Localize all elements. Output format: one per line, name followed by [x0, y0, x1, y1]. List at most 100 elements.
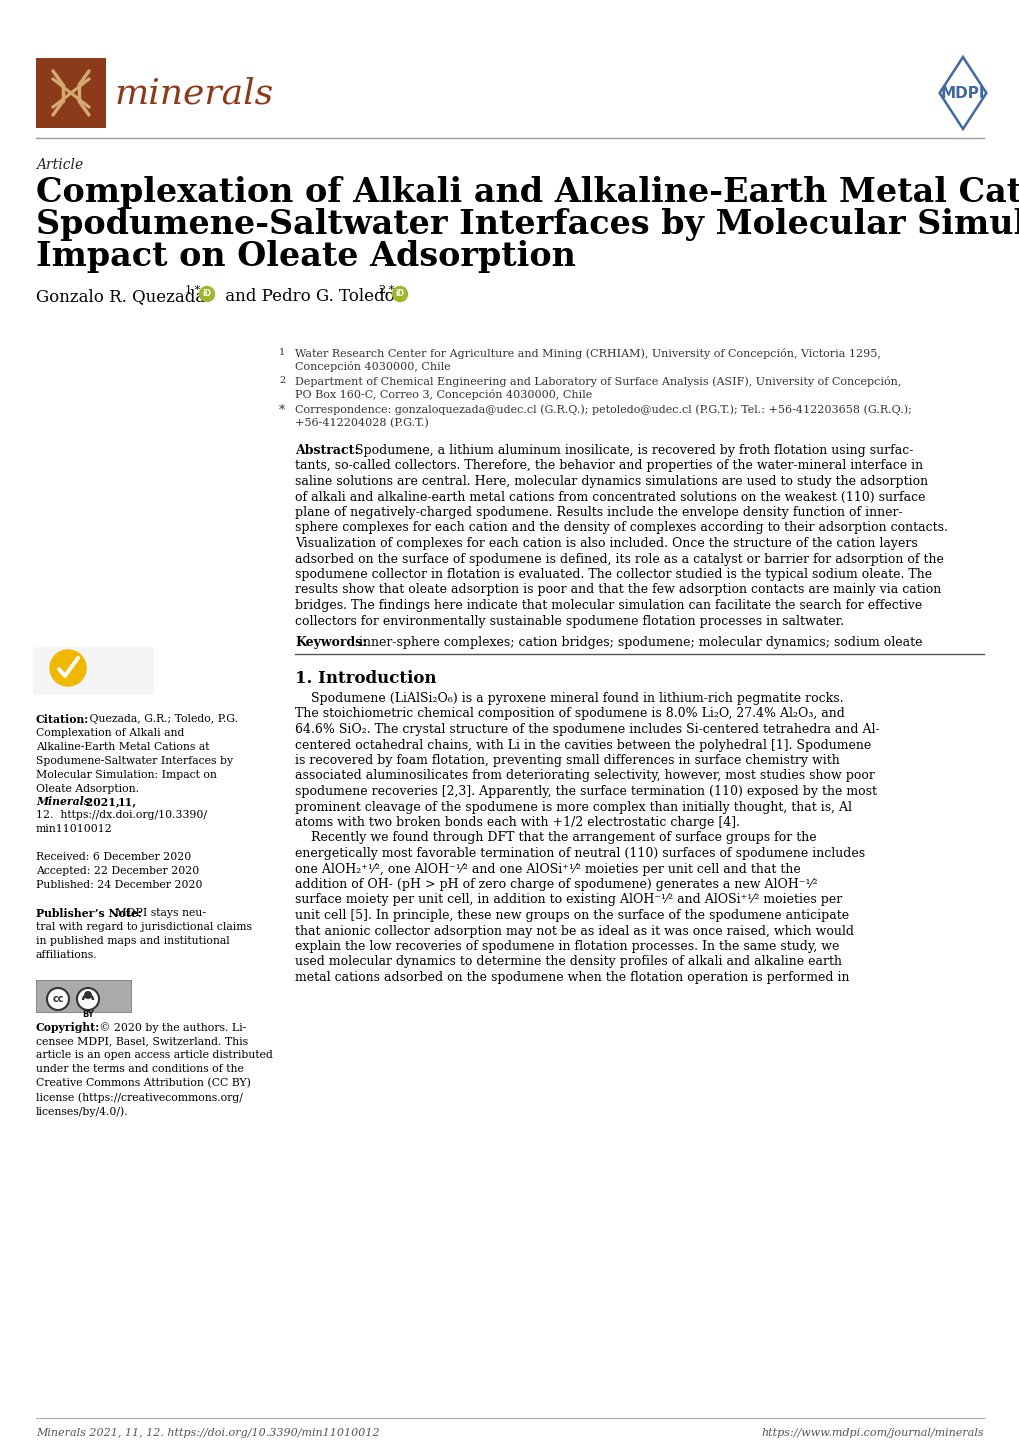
- Text: Publisher’s Note:: Publisher’s Note:: [36, 908, 142, 919]
- Text: unit cell [5]. In principle, these new groups on the surface of the spodumene an: unit cell [5]. In principle, these new g…: [294, 908, 848, 921]
- Text: Impact on Oleate Adsorption: Impact on Oleate Adsorption: [36, 239, 576, 273]
- Text: that anionic collector adsorption may not be as ideal as it was once raised, whi: that anionic collector adsorption may no…: [294, 924, 853, 937]
- Text: min11010012: min11010012: [36, 823, 113, 833]
- Text: Accepted: 22 December 2020: Accepted: 22 December 2020: [36, 867, 199, 875]
- Text: Keywords:: Keywords:: [294, 636, 367, 649]
- Text: Spodumene (LiAlSi₂O₆) is a pyroxene mineral found in lithium-rich pegmatite rock: Spodumene (LiAlSi₂O₆) is a pyroxene mine…: [294, 692, 843, 705]
- FancyBboxPatch shape: [33, 647, 154, 695]
- Text: associated aluminosilicates from deteriorating selectivity, however, most studie: associated aluminosilicates from deterio…: [294, 770, 874, 783]
- Text: 64.6% SiO₂. The crystal structure of the spodumene includes Si-centered tetrahed: 64.6% SiO₂. The crystal structure of the…: [294, 722, 878, 735]
- Text: tants, so-called collectors. Therefore, the behavior and properties of the water: tants, so-called collectors. Therefore, …: [294, 460, 922, 473]
- Text: censee MDPI, Basel, Switzerland. This: censee MDPI, Basel, Switzerland. This: [36, 1035, 248, 1045]
- Text: Water Research Center for Agriculture and Mining (CRHIAM), University of Concepc: Water Research Center for Agriculture an…: [294, 348, 880, 359]
- Text: Molecular Simulation: Impact on: Molecular Simulation: Impact on: [36, 770, 217, 780]
- Text: in published maps and institutional: in published maps and institutional: [36, 936, 229, 946]
- Text: Minerals 2021, 11, 12. https://doi.org/10.3390/min11010012: Minerals 2021, 11, 12. https://doi.org/1…: [36, 1428, 379, 1438]
- Text: https://www.mdpi.com/journal/minerals: https://www.mdpi.com/journal/minerals: [760, 1428, 983, 1438]
- Text: Alkaline-Earth Metal Cations at: Alkaline-Earth Metal Cations at: [36, 743, 209, 751]
- Text: Received: 6 December 2020: Received: 6 December 2020: [36, 852, 192, 862]
- Text: is recovered by foam flotation, preventing small differences in surface chemistr: is recovered by foam flotation, preventi…: [294, 754, 839, 767]
- Circle shape: [392, 287, 408, 301]
- Text: Department of Chemical Engineering and Laboratory of Surface Analysis (ASIF), Un: Department of Chemical Engineering and L…: [294, 376, 901, 386]
- Polygon shape: [938, 58, 985, 128]
- Text: results show that oleate adsorption is poor and that the few adsorption contacts: results show that oleate adsorption is p…: [294, 584, 941, 597]
- Text: 2021,: 2021,: [82, 796, 123, 808]
- Text: BY: BY: [82, 1009, 94, 1019]
- Text: license (https://creativecommons.org/: license (https://creativecommons.org/: [36, 1092, 243, 1103]
- Text: *: *: [279, 404, 285, 417]
- Circle shape: [84, 991, 92, 999]
- Bar: [36, 58, 106, 128]
- Text: energetically most favorable termination of neutral (110) surfaces of spodumene : energetically most favorable termination…: [294, 846, 864, 859]
- Text: Complexation of Alkali and Alkaline-Earth Metal Cations at: Complexation of Alkali and Alkaline-Eart…: [36, 176, 1019, 209]
- Circle shape: [200, 287, 214, 301]
- Text: +56-412204028 (P.G.T.): +56-412204028 (P.G.T.): [294, 418, 428, 428]
- Text: Spodumene-Saltwater Interfaces by: Spodumene-Saltwater Interfaces by: [36, 756, 233, 766]
- Text: 2,*: 2,*: [378, 284, 394, 294]
- Text: 11,: 11,: [118, 796, 137, 808]
- Text: Spodumene-Saltwater Interfaces by Molecular Simulation:: Spodumene-Saltwater Interfaces by Molecu…: [36, 208, 1019, 241]
- Circle shape: [76, 988, 99, 1009]
- Text: and Pedro G. Toledo: and Pedro G. Toledo: [220, 288, 394, 306]
- Text: 12.  https://dx.doi.org/10.3390/: 12. https://dx.doi.org/10.3390/: [36, 810, 207, 820]
- Text: metal cations adsorbed on the spodumene when the flotation operation is performe: metal cations adsorbed on the spodumene …: [294, 970, 849, 983]
- Text: 1: 1: [279, 348, 285, 358]
- Text: Minerals: Minerals: [36, 796, 90, 808]
- Text: adsorbed on the surface of spodumene is defined, its role as a catalyst or barri: adsorbed on the surface of spodumene is …: [294, 552, 943, 565]
- Text: explain the low recoveries of spodumene in flotation processes. In the same stud: explain the low recoveries of spodumene …: [294, 940, 839, 953]
- Text: Creative Commons Attribution (CC BY): Creative Commons Attribution (CC BY): [36, 1079, 251, 1089]
- Text: iD: iD: [395, 290, 405, 298]
- Text: The stoichiometric chemical composition of spodumene is 8.0% Li₂O, 27.4% Al₂O₃, : The stoichiometric chemical composition …: [294, 708, 844, 721]
- Text: cc: cc: [52, 994, 63, 1004]
- Text: Spodumene, a lithium aluminum inosilicate, is recovered by froth flotation using: Spodumene, a lithium aluminum inosilicat…: [355, 444, 912, 457]
- Text: 1. Introduction: 1. Introduction: [294, 671, 436, 686]
- Text: addition of OH- (pH > pH of zero charge of spodumene) generates a new AlOH⁻¹⁄²: addition of OH- (pH > pH of zero charge …: [294, 878, 817, 891]
- Text: licenses/by/4.0/).: licenses/by/4.0/).: [36, 1106, 128, 1116]
- Text: spodumene recoveries [2,3]. Apparently, the surface termination (110) exposed by: spodumene recoveries [2,3]. Apparently, …: [294, 784, 876, 797]
- Text: of alkali and alkaline-earth metal cations from concentrated solutions on the we: of alkali and alkaline-earth metal catio…: [294, 490, 924, 503]
- Circle shape: [47, 988, 69, 1009]
- Text: updates: updates: [92, 669, 146, 682]
- Text: Citation:: Citation:: [36, 714, 90, 725]
- Text: Published: 24 December 2020: Published: 24 December 2020: [36, 880, 203, 890]
- Text: 1,*: 1,*: [184, 284, 201, 294]
- Text: Correspondence: gonzaloquezada@udec.cl (G.R.Q.); petoledo@udec.cl (P.G.T.); Tel.: Correspondence: gonzaloquezada@udec.cl (…: [294, 404, 911, 414]
- Bar: [36, 981, 130, 1012]
- Text: 2: 2: [279, 376, 285, 385]
- Text: Article: Article: [36, 159, 84, 172]
- Text: saline solutions are central. Here, molecular dynamics simulations are used to s: saline solutions are central. Here, mole…: [294, 474, 927, 487]
- Text: minerals: minerals: [114, 76, 273, 110]
- Text: MDPI stays neu-: MDPI stays neu-: [112, 908, 206, 919]
- Text: one AlOH₂⁺¹⁄², one AlOH⁻¹⁄² and one AlOSi⁺¹⁄² moieties per unit cell and that th: one AlOH₂⁺¹⁄², one AlOH⁻¹⁄² and one AlOS…: [294, 862, 800, 875]
- Text: surface moiety per unit cell, in addition to existing AlOH⁻¹⁄² and AlOSi⁺¹⁄² moi: surface moiety per unit cell, in additio…: [294, 894, 842, 907]
- Text: spodumene collector in flotation is evaluated. The collector studied is the typi: spodumene collector in flotation is eval…: [294, 568, 931, 581]
- Text: bridges. The findings here indicate that molecular simulation can facilitate the: bridges. The findings here indicate that…: [294, 598, 921, 611]
- Text: Recently we found through DFT that the arrangement of surface groups for the: Recently we found through DFT that the a…: [294, 832, 816, 845]
- Text: affiliations.: affiliations.: [36, 950, 98, 960]
- Text: © 2020 by the authors. Li-: © 2020 by the authors. Li-: [96, 1022, 246, 1032]
- Text: Concepción 4030000, Chile: Concepción 4030000, Chile: [294, 362, 450, 372]
- Text: MDPI: MDPI: [940, 85, 984, 101]
- Text: iD: iD: [203, 290, 211, 298]
- Text: Oleate Adsorption.: Oleate Adsorption.: [36, 784, 143, 795]
- Text: plane of negatively-charged spodumene. Results include the envelope density func: plane of negatively-charged spodumene. R…: [294, 506, 902, 519]
- Text: Visualization of complexes for each cation is also included. Once the structure : Visualization of complexes for each cati…: [294, 536, 917, 549]
- Text: tral with regard to jurisdictional claims: tral with regard to jurisdictional claim…: [36, 921, 252, 932]
- Circle shape: [50, 650, 86, 686]
- Text: article is an open access article distributed: article is an open access article distri…: [36, 1050, 273, 1060]
- Text: sphere complexes for each cation and the density of complexes according to their: sphere complexes for each cation and the…: [294, 522, 947, 535]
- Text: Gonzalo R. Quezada: Gonzalo R. Quezada: [36, 288, 205, 306]
- Text: Copyright:: Copyright:: [36, 1022, 100, 1032]
- Text: prominent cleavage of the spodumene is more complex than initially thought, that: prominent cleavage of the spodumene is m…: [294, 800, 851, 813]
- Text: under the terms and conditions of the: under the terms and conditions of the: [36, 1064, 244, 1074]
- Text: Complexation of Alkali and: Complexation of Alkali and: [36, 728, 184, 738]
- Text: check for: check for: [92, 658, 141, 668]
- Text: PO Box 160-C, Correo 3, Concepción 4030000, Chile: PO Box 160-C, Correo 3, Concepción 40300…: [294, 389, 592, 401]
- Text: Quezada, G.R.; Toledo, P.G.: Quezada, G.R.; Toledo, P.G.: [86, 714, 237, 724]
- Text: collectors for environmentally sustainable spodumene flotation processes in salt: collectors for environmentally sustainab…: [294, 614, 844, 627]
- Text: inner-sphere complexes; cation bridges; spodumene; molecular dynamics; sodium ol: inner-sphere complexes; cation bridges; …: [359, 636, 921, 649]
- Text: atoms with two broken bonds each with +1/2 electrostatic charge [4].: atoms with two broken bonds each with +1…: [294, 816, 739, 829]
- Text: used molecular dynamics to determine the density profiles of alkali and alkaline: used molecular dynamics to determine the…: [294, 956, 841, 969]
- Text: Abstract:: Abstract:: [294, 444, 359, 457]
- Text: centered octahedral chains, with Li in the cavities between the polyhedral [1]. : centered octahedral chains, with Li in t…: [294, 738, 870, 751]
